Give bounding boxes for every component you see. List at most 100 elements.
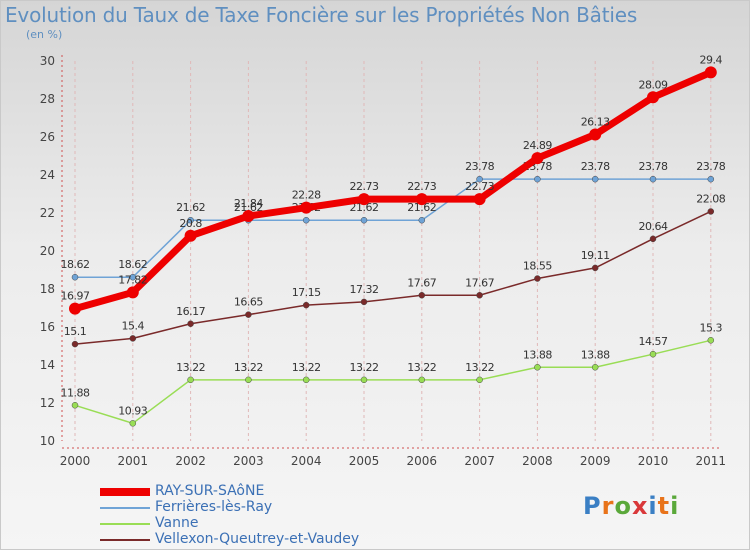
data-point xyxy=(649,350,657,358)
data-label: 28.09 xyxy=(639,78,668,91)
x-tick-label: 2011 xyxy=(696,454,727,468)
data-label: 18.62 xyxy=(118,258,147,271)
data-point xyxy=(591,264,599,272)
logo-letter: x xyxy=(631,492,649,520)
data-point xyxy=(129,273,137,281)
data-point xyxy=(358,193,370,206)
logo-letter: r xyxy=(601,492,615,520)
legend-swatch xyxy=(100,488,150,496)
data-point xyxy=(591,364,599,371)
series-line xyxy=(74,69,713,312)
x-tick-label: 2008 xyxy=(522,454,553,468)
series-line xyxy=(75,178,711,278)
data-label: 20.64 xyxy=(639,220,668,233)
y-tick-label: 16 xyxy=(40,320,55,334)
data-point xyxy=(71,340,79,348)
data-label: 14.57 xyxy=(639,335,668,348)
y-tick-label: 28 xyxy=(40,92,55,106)
data-label: 19.11 xyxy=(581,249,610,262)
series-line xyxy=(74,339,711,425)
data-label: 13.22 xyxy=(407,361,436,374)
data-point xyxy=(476,376,483,384)
data-label: 11.88 xyxy=(61,386,90,399)
data-point xyxy=(126,286,139,299)
x-tick-label: 2007 xyxy=(464,454,495,468)
data-point xyxy=(302,376,310,384)
data-point xyxy=(245,311,252,318)
logo-letter: o xyxy=(614,492,632,520)
chart-unit: (en %) xyxy=(26,28,63,41)
series-3: 15.1 15.4 16.17 16.65 17.15 17.32 17.67 17.67 18… xyxy=(64,192,726,348)
legend-label: RAY-SUR-SAôNE xyxy=(155,483,265,499)
legend-swatch xyxy=(100,523,150,525)
data-label: 13.22 xyxy=(292,361,321,374)
data-point xyxy=(707,337,715,344)
y-tick-label: 18 xyxy=(40,282,55,296)
data-point xyxy=(418,216,426,224)
data-point xyxy=(649,175,657,183)
data-point xyxy=(707,208,715,215)
y-tick-label: 10 xyxy=(40,434,55,448)
data-label: 23.78 xyxy=(581,160,610,173)
legend-label: Vanne xyxy=(155,515,199,531)
data-label: 21.62 xyxy=(176,201,205,214)
data-point xyxy=(300,201,313,214)
data-label: 13.88 xyxy=(581,348,610,361)
data-point xyxy=(360,298,368,306)
data-label: 21.62 xyxy=(234,201,263,214)
data-point xyxy=(71,273,79,281)
y-tick-label: 12 xyxy=(40,396,55,410)
data-point xyxy=(476,292,483,299)
data-point xyxy=(534,364,541,371)
legend-label: Ferrières-lès-Ray xyxy=(155,499,273,515)
x-tick-label: 2002 xyxy=(175,454,206,468)
x-tick-label: 2009 xyxy=(580,454,611,468)
logo-letter: i xyxy=(670,492,680,520)
data-label: 16.17 xyxy=(176,305,205,318)
data-label: 15.4 xyxy=(122,319,145,332)
data-point xyxy=(704,66,717,79)
data-point xyxy=(649,235,657,243)
x-tick-label: 2004 xyxy=(291,454,322,468)
y-tick-label: 24 xyxy=(40,168,55,182)
legend-swatch xyxy=(100,539,150,541)
data-label: 22.28 xyxy=(292,189,321,202)
series-2: 11.88 10.93 13.22 13.22 13.22 13.22 13.22 13.22… xyxy=(61,321,723,427)
data-point xyxy=(473,193,486,206)
data-label: 15.3 xyxy=(700,321,723,334)
data-label: 13.22 xyxy=(176,361,205,374)
y-tick-label: 20 xyxy=(40,244,55,258)
proxiti-logo: Proxiti xyxy=(583,492,679,520)
x-tick-label: 2010 xyxy=(638,454,669,468)
series-1: 18.6218.6221.6221.6221.6221.6221.6223.78… xyxy=(61,160,726,281)
data-point xyxy=(418,292,426,299)
data-point xyxy=(129,420,137,427)
data-label: 16.65 xyxy=(234,296,263,309)
data-label: 10.93 xyxy=(118,404,147,417)
y-tick-label: 22 xyxy=(40,206,55,220)
data-point xyxy=(591,175,599,183)
data-point xyxy=(534,175,541,183)
data-label: 29.4 xyxy=(700,53,723,66)
data-point xyxy=(71,402,79,409)
data-point xyxy=(302,216,310,224)
data-label: 17.32 xyxy=(350,283,379,296)
data-label: 17.67 xyxy=(465,276,494,289)
x-tick-label: 2001 xyxy=(118,454,149,468)
data-label: 17.67 xyxy=(407,276,436,289)
data-label: 23.78 xyxy=(639,160,668,173)
data-point xyxy=(534,275,541,282)
data-label: 21.62 xyxy=(407,201,436,214)
data-label: 22.73 xyxy=(350,180,379,193)
data-label: 13.22 xyxy=(234,361,263,374)
data-point xyxy=(707,175,715,183)
data-label: 20.8 xyxy=(179,217,202,230)
data-label: 18.62 xyxy=(61,258,90,271)
data-point xyxy=(129,335,137,342)
legend-swatch xyxy=(100,507,150,509)
data-label: 26.13 xyxy=(581,116,610,129)
data-point xyxy=(360,376,368,384)
data-label: 22.08 xyxy=(696,192,725,205)
data-label: 23.78 xyxy=(465,160,494,173)
